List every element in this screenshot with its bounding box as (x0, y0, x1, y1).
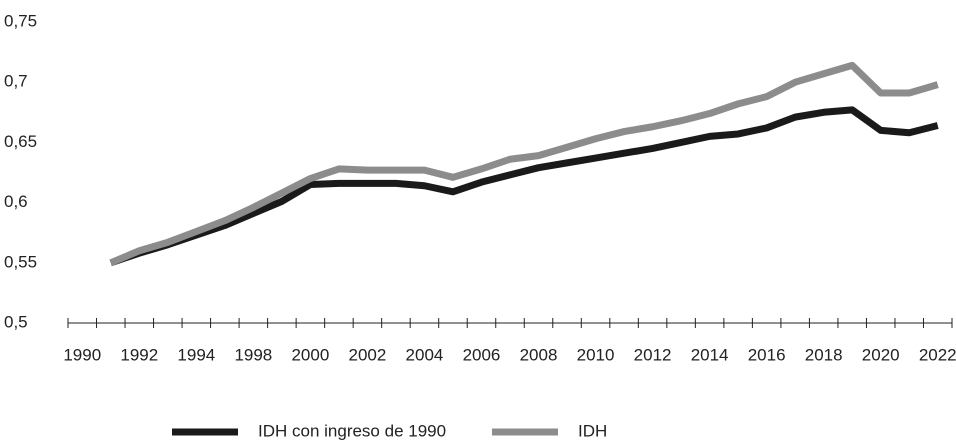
x-tick-label: 2006 (463, 345, 501, 364)
x-tick-label: 2020 (862, 345, 900, 364)
series-line (109, 106, 939, 267)
x-tick-label: 2012 (634, 345, 672, 364)
y-tick-label: 0,6 (4, 192, 28, 211)
x-tick-label: 2004 (406, 345, 444, 364)
series-line (109, 61, 939, 267)
legend-label: IDH con ingreso de 1990 (258, 421, 446, 440)
x-tick-label: 1998 (234, 345, 272, 364)
y-tick-label: 0,7 (4, 72, 28, 91)
x-tick-label: 2008 (520, 345, 558, 364)
x-tick-label: 2014 (691, 345, 729, 364)
x-tick-label: 2002 (349, 345, 387, 364)
x-tick-label: 1994 (177, 345, 215, 364)
x-tick-label: 2018 (805, 345, 843, 364)
x-tick-label: 1990 (63, 345, 101, 364)
x-tick-label: 2016 (748, 345, 786, 364)
x-tick-label: 1992 (120, 345, 158, 364)
y-tick-label: 0,55 (4, 252, 37, 271)
y-tick-label: 0,75 (4, 11, 37, 30)
y-tick-label: 0,65 (4, 132, 37, 151)
x-tick-label: 2022 (919, 345, 956, 364)
y-tick-label: 0,5 (4, 312, 28, 331)
legend-label: IDH (578, 421, 607, 440)
x-tick-label: 2010 (577, 345, 615, 364)
x-tick-label: 2000 (291, 345, 329, 364)
